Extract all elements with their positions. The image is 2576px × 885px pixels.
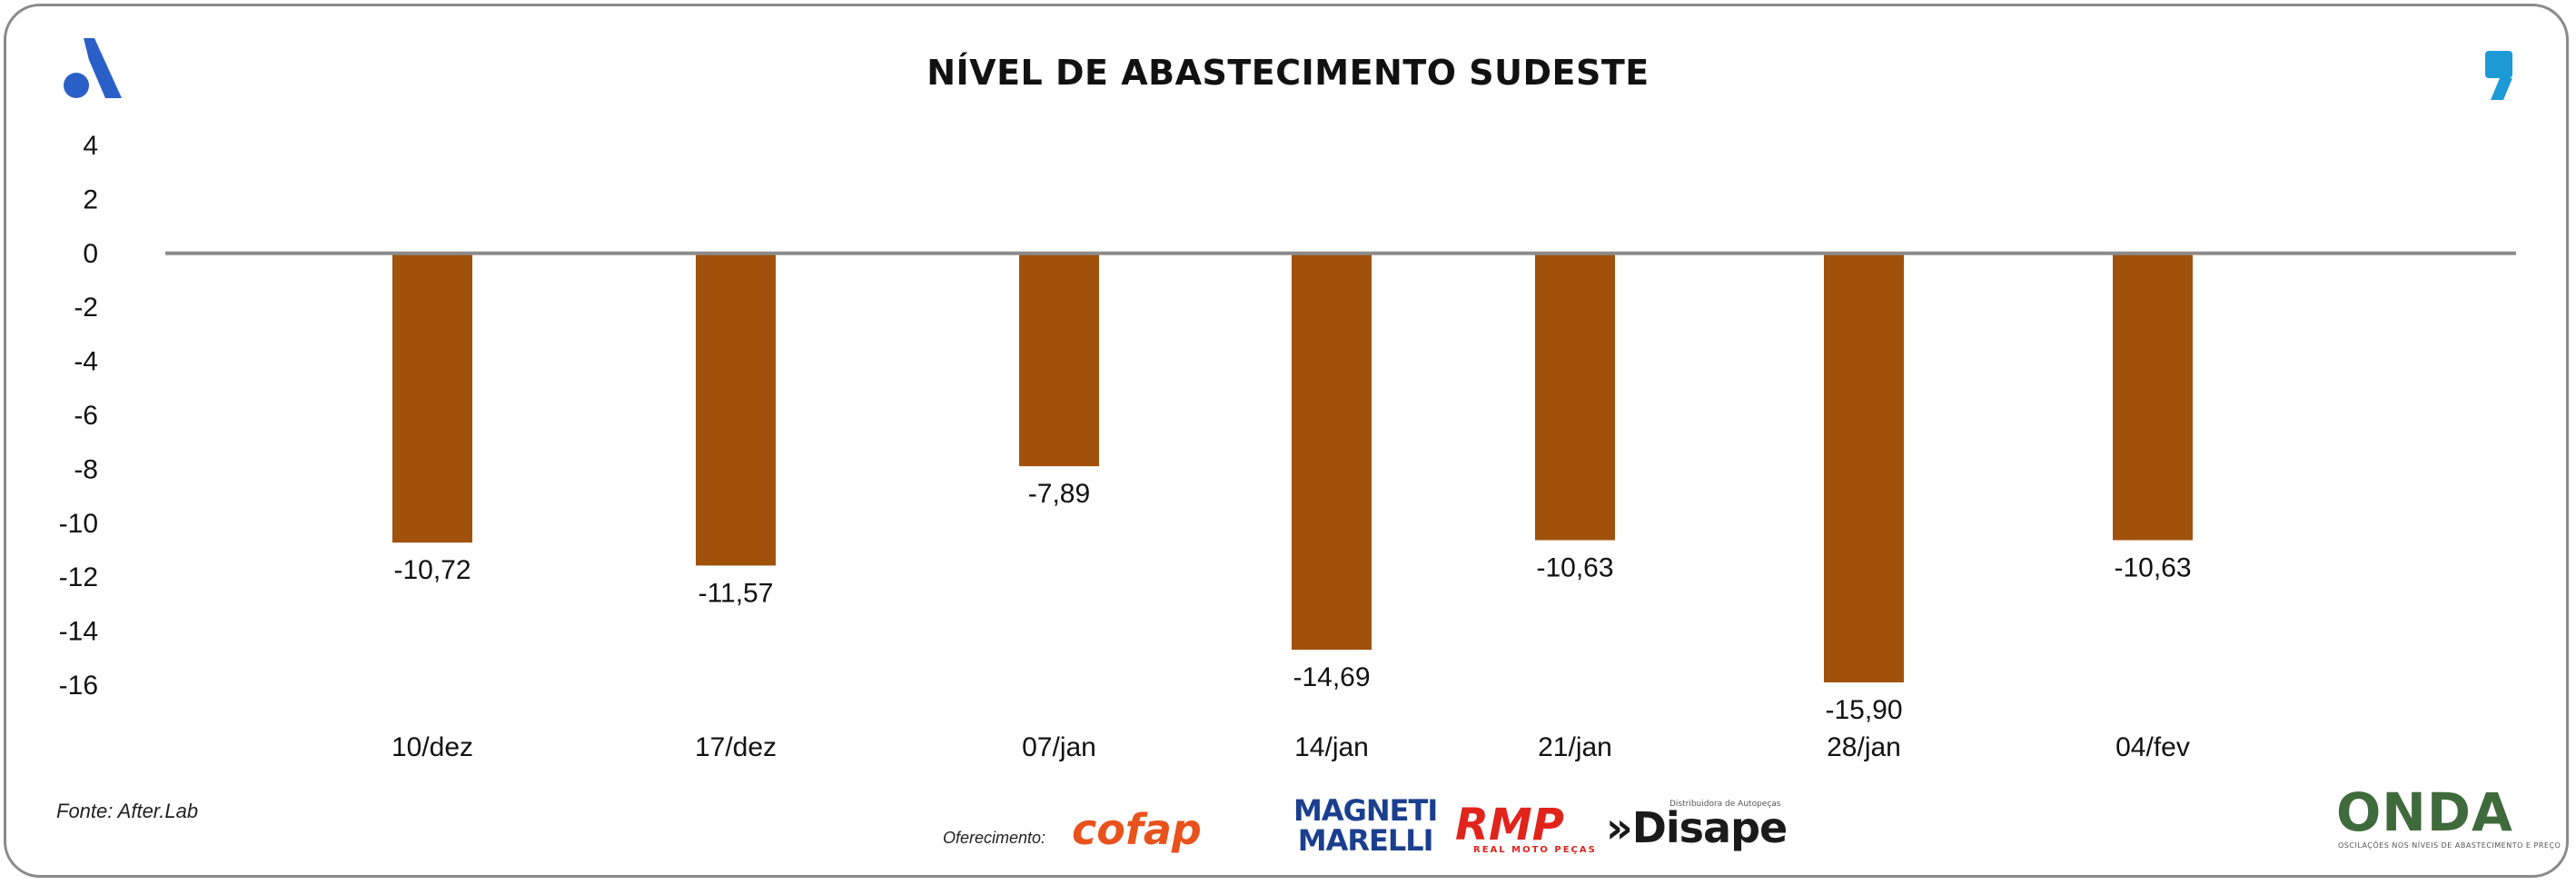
disape-logo: »Disape bbox=[1606, 803, 1788, 852]
x-tick-label: 10/dez bbox=[391, 732, 473, 762]
data-label: -14,69 bbox=[1293, 662, 1370, 692]
data-label: -11,57 bbox=[698, 578, 774, 608]
y-tick-label: -2 bbox=[74, 293, 98, 323]
y-tick-label: -6 bbox=[74, 401, 98, 431]
magneti-line2: MARELLI bbox=[1297, 823, 1434, 858]
quote-logo-icon bbox=[2485, 51, 2512, 100]
bar-04-fev bbox=[2113, 253, 2193, 541]
y-tick-label: -16 bbox=[59, 671, 98, 701]
cofap-logo: cofap bbox=[1072, 805, 1202, 854]
data-label: -10,72 bbox=[393, 555, 471, 585]
x-tick-label: 28/jan bbox=[1827, 732, 1901, 762]
onda-logo-subtitle: OSCILAÇÕES NOS NÍVEIS DE ABASTECIMENTO E… bbox=[2338, 841, 2561, 850]
x-tick-label: 07/jan bbox=[1022, 732, 1096, 762]
y-tick-label: -12 bbox=[59, 562, 98, 592]
chart-title: NÍVEL DE ABASTECIMENTO SUDESTE bbox=[926, 53, 1650, 93]
x-tick-label: 21/jan bbox=[1538, 732, 1612, 762]
y-tick-label: -8 bbox=[74, 454, 98, 484]
value-labels: -10,72 -11,57 -7,89 -14,69 -10,63 -15,90 -10,6… bbox=[393, 479, 2191, 725]
data-label: -15,90 bbox=[1825, 695, 1902, 725]
x-axis-ticks: 10/dez 17/dez 07/jan 14/jan 21/jan 28/jan 04/f… bbox=[391, 732, 2190, 762]
magneti-marelli-logo: MAGNETI MARELLI bbox=[1293, 793, 1438, 858]
x-tick-label: 14/jan bbox=[1294, 732, 1369, 762]
bars bbox=[392, 253, 2193, 683]
rmp-logo: RMP bbox=[1455, 800, 1564, 850]
x-tick-label: 04/fev bbox=[2115, 732, 2190, 762]
y-tick-label: 4 bbox=[83, 131, 98, 161]
onda-logo: ONDA bbox=[2336, 781, 2513, 843]
bar-17-dez bbox=[696, 253, 776, 566]
bar-10-dez bbox=[392, 253, 472, 543]
y-tick-label: 2 bbox=[83, 184, 98, 214]
y-tick-label: -10 bbox=[59, 509, 98, 539]
data-label: -10,63 bbox=[1536, 553, 1613, 583]
magneti-line1: MAGNETI bbox=[1293, 793, 1438, 828]
sponsor-label: Oferecimento: bbox=[943, 829, 1046, 847]
y-tick-label: -4 bbox=[74, 347, 98, 377]
bar-14-jan bbox=[1292, 253, 1372, 651]
data-label: -10,63 bbox=[2114, 553, 2191, 583]
source-note: Fonte: After.Lab bbox=[56, 800, 199, 822]
data-label: -7,89 bbox=[1028, 479, 1090, 509]
bar-07-jan bbox=[1019, 253, 1099, 467]
bar-28-jan bbox=[1824, 253, 1904, 683]
y-tick-label: -14 bbox=[59, 617, 98, 647]
brand-logo-left-icon bbox=[64, 38, 122, 98]
y-tick-label: 0 bbox=[83, 239, 98, 269]
rmp-logo-subtitle: REAL MOTO PEÇAS bbox=[1473, 845, 1597, 855]
y-axis-ticks: 4 2 0 -2 -4 -6 -8 -10 -12 -14 -16 bbox=[59, 131, 98, 701]
x-tick-label: 17/dez bbox=[695, 732, 777, 762]
bar-21-jan bbox=[1535, 253, 1615, 541]
disape-logo-subtitle: Distribuidora de Autopeças bbox=[1669, 800, 1781, 809]
